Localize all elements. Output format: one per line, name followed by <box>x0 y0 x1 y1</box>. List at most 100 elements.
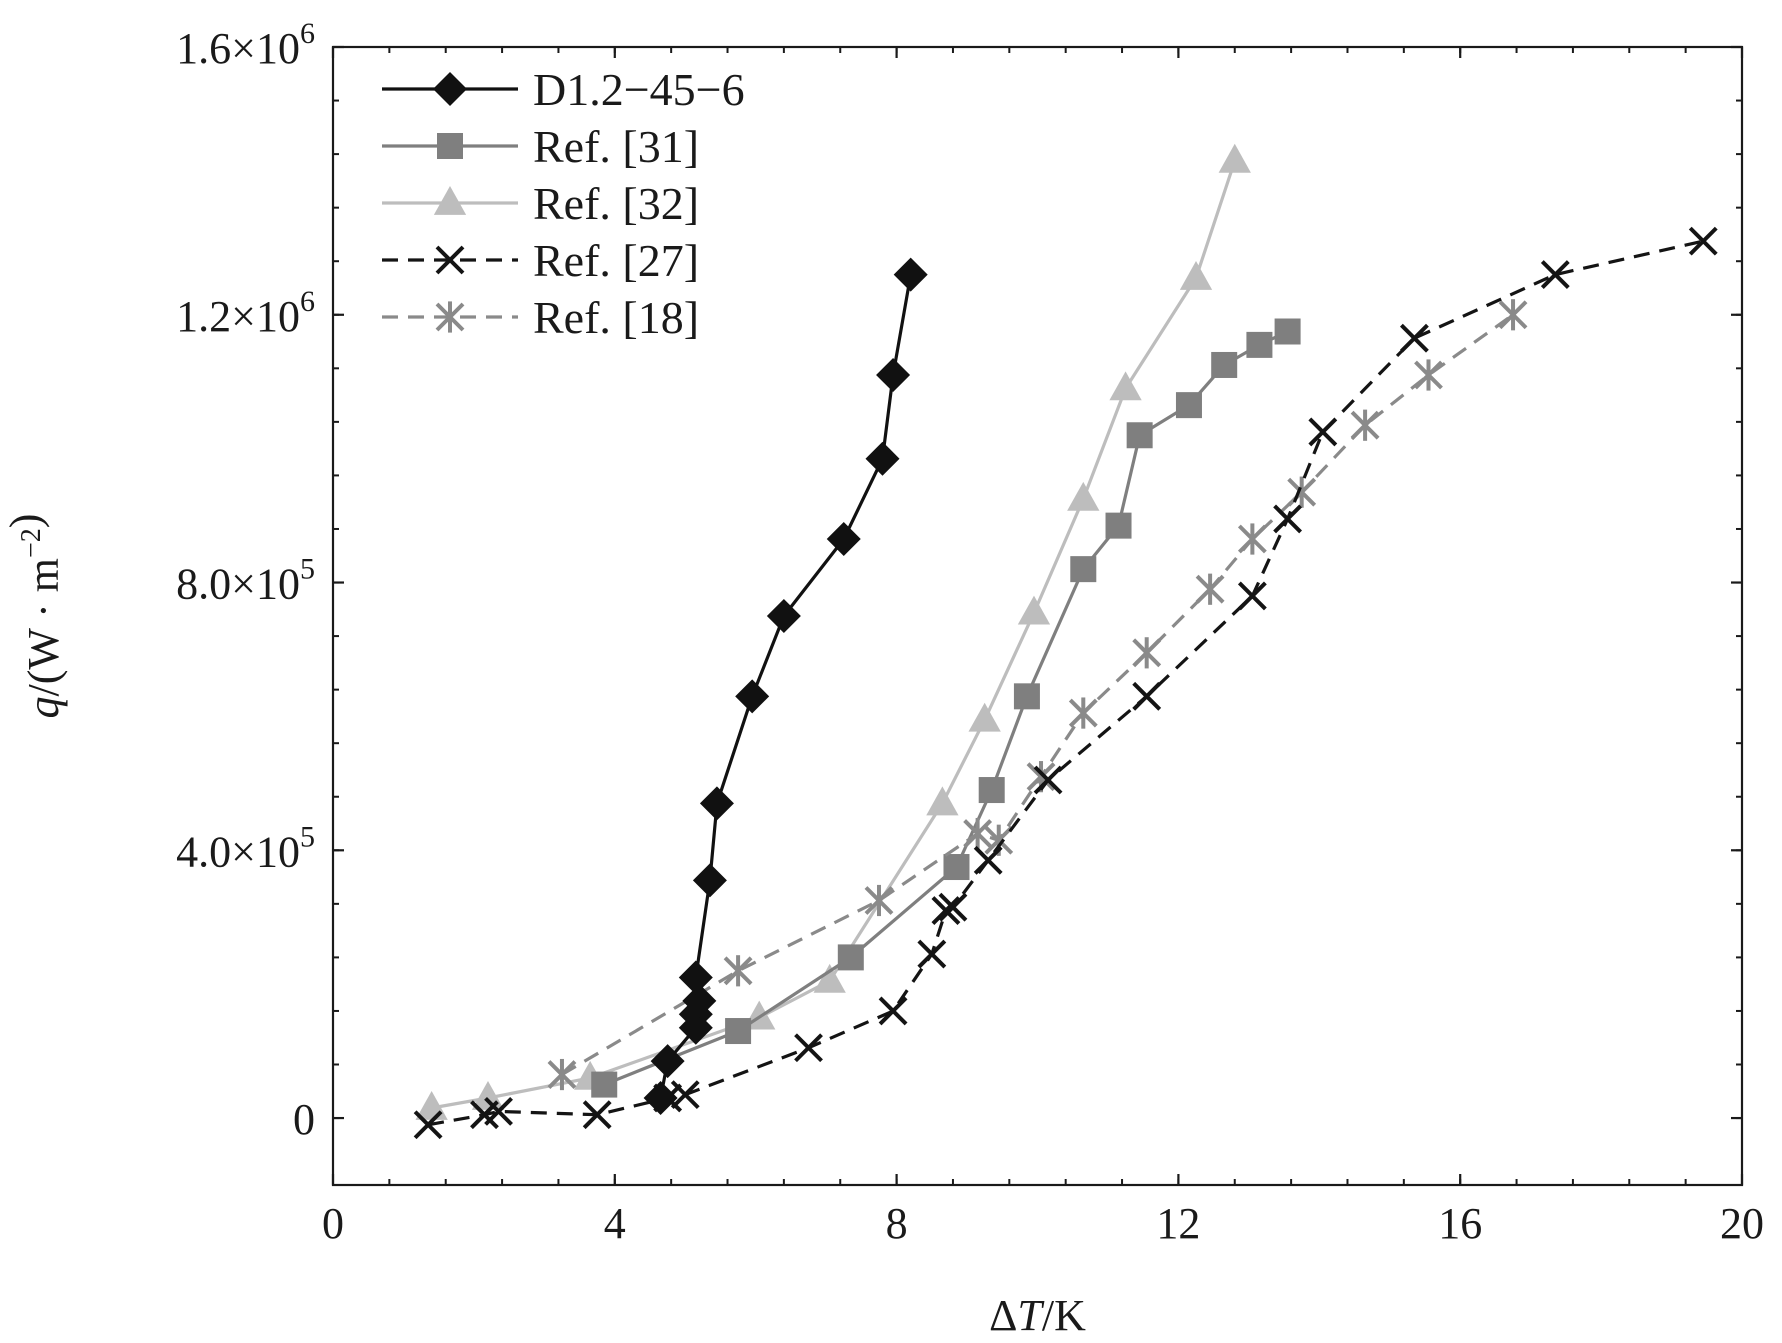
data-point <box>1688 226 1718 256</box>
legend-marker <box>435 245 465 275</box>
data-point <box>682 983 717 1018</box>
data-point <box>1237 523 1267 555</box>
data-point <box>878 996 908 1026</box>
data-point <box>1274 318 1301 345</box>
y-tick-label: 1.6×106 <box>176 17 315 73</box>
y-tick-label: 0 <box>293 1095 315 1144</box>
data-point <box>699 786 734 821</box>
legend-item: Ref. [32] <box>382 178 699 229</box>
data-point <box>1132 681 1162 711</box>
data-point <box>725 1018 752 1045</box>
data-point <box>1273 504 1303 534</box>
y-tick-label: 1.2×106 <box>176 285 315 341</box>
data-point <box>864 884 894 917</box>
x-tick-label: 16 <box>1438 1199 1482 1248</box>
series-2 <box>591 318 1301 1098</box>
data-point <box>1067 481 1100 511</box>
legend-label: Ref. [32] <box>533 178 699 229</box>
data-point <box>1399 323 1429 353</box>
data-point <box>1246 331 1273 358</box>
data-point <box>1195 573 1225 605</box>
data-point <box>837 944 864 971</box>
data-point <box>547 1058 577 1091</box>
legend: D1.2−45−6 Ref. [31] Ref. [32] Ref. [27] Ref.… <box>382 64 745 343</box>
legend-item: D1.2−45−6 <box>382 64 745 115</box>
y-tick-label: 4.0×105 <box>176 820 315 876</box>
series-3 <box>415 143 1251 1120</box>
data-point <box>1498 299 1528 331</box>
legend-marker <box>433 186 467 215</box>
legend-label: Ref. [31] <box>533 121 699 172</box>
data-point <box>1237 581 1267 611</box>
data-point <box>1109 371 1142 401</box>
data-point <box>1126 422 1153 449</box>
data-point <box>876 358 911 393</box>
data-point <box>917 939 947 969</box>
data-point <box>1350 409 1380 441</box>
data-point <box>794 1033 823 1063</box>
x-tick-label: 0 <box>322 1199 344 1248</box>
data-point <box>1175 392 1202 419</box>
plot-series <box>413 143 1718 1140</box>
data-point <box>1540 260 1570 290</box>
y-tick-label: 8.0×105 <box>176 553 315 609</box>
data-point <box>1068 697 1098 729</box>
data-point <box>723 955 753 987</box>
data-point <box>926 786 959 816</box>
data-point <box>692 863 727 898</box>
data-point <box>1414 359 1443 391</box>
legend-marker <box>437 133 463 159</box>
data-point <box>1070 556 1097 583</box>
data-point <box>1105 512 1132 539</box>
data-point <box>813 963 846 993</box>
legend-label: Ref. [27] <box>533 235 699 286</box>
data-point <box>591 1071 618 1098</box>
series-line <box>431 160 1237 1110</box>
x-tick-label: 20 <box>1720 1199 1764 1248</box>
legend-item: Ref. [31] <box>382 121 699 172</box>
data-point <box>963 817 993 850</box>
data-point <box>973 845 1003 875</box>
data-point <box>1179 260 1213 290</box>
data-point <box>670 1080 700 1110</box>
series-5 <box>547 299 1528 1091</box>
data-point <box>943 854 970 881</box>
data-point <box>1017 595 1051 625</box>
data-point <box>484 1096 513 1126</box>
x-tick-label: 4 <box>604 1199 626 1248</box>
data-point <box>968 702 1001 732</box>
data-point <box>1132 637 1162 669</box>
data-point <box>931 896 961 925</box>
x-tick-label: 12 <box>1156 1199 1200 1248</box>
legend-label: D1.2−45−6 <box>533 64 745 115</box>
data-point <box>413 1110 443 1140</box>
x-axis-label: ΔT/K <box>989 1291 1086 1340</box>
legend-marker <box>435 301 465 333</box>
tick-labels: 0 4 8 12 16 20 0 4.0×105 8.0×105 1.2×106 1.6×106 <box>176 17 1764 1248</box>
legend-label: Ref. [18] <box>533 292 699 343</box>
data-point <box>938 892 968 922</box>
data-point <box>766 599 801 633</box>
data-point <box>735 679 770 714</box>
data-point <box>678 960 713 995</box>
data-point <box>1218 143 1251 173</box>
x-tick-label: 8 <box>886 1199 908 1248</box>
data-point <box>826 522 861 557</box>
data-point <box>582 1100 612 1130</box>
data-point <box>1308 417 1338 447</box>
data-point <box>893 257 928 292</box>
data-point <box>650 1044 685 1079</box>
legend-item: Ref. [27] <box>382 235 699 286</box>
legend-item: Ref. [18] <box>382 292 699 343</box>
series-1 <box>643 257 928 1115</box>
y-axis-label: q/(W · m−2) <box>1 514 68 719</box>
data-point <box>865 441 900 476</box>
data-point <box>1211 351 1238 378</box>
legend-marker <box>433 72 467 106</box>
data-point <box>1033 765 1063 795</box>
data-point <box>643 1080 678 1115</box>
data-point <box>1287 476 1317 508</box>
data-point <box>978 777 1005 804</box>
